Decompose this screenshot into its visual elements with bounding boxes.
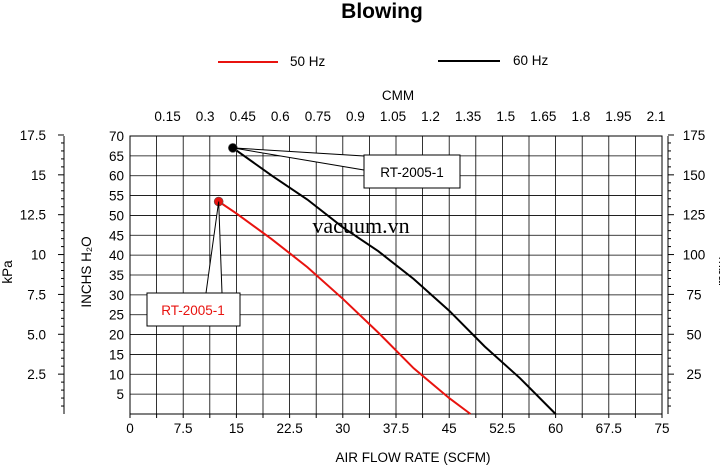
x2-tick-label: 1.65 bbox=[530, 109, 556, 124]
y-tick-label: 20 bbox=[109, 328, 124, 343]
x2-tick-label: 0.9 bbox=[346, 109, 365, 124]
kpa-tick-label: 2.5 bbox=[27, 367, 46, 382]
x-tick-label: 15 bbox=[229, 421, 244, 436]
series-line-50hz bbox=[218, 200, 472, 415]
y-tick-label: 30 bbox=[109, 288, 124, 303]
x-tick-label: 67.5 bbox=[596, 421, 622, 436]
x2-tick-label: 0.15 bbox=[154, 109, 180, 124]
y-axis-label: INCHS H₂O bbox=[79, 236, 94, 307]
x-tick-label: 30 bbox=[335, 421, 350, 436]
callout-box-50hz bbox=[146, 292, 241, 327]
mbar-tick-label: 125 bbox=[683, 208, 706, 223]
mbar-tick-label: 100 bbox=[683, 248, 706, 263]
x-tick-label: 7.5 bbox=[174, 421, 193, 436]
kpa-tick-label: 7.5 bbox=[27, 287, 46, 302]
kpa-tick-label: 5.0 bbox=[27, 327, 46, 342]
callout-label-50hz: RT-2005-1 bbox=[161, 303, 225, 318]
x2-tick-label: 0.6 bbox=[271, 109, 290, 124]
x-tick-label: 52.5 bbox=[489, 421, 515, 436]
x2-tick-label: 1.35 bbox=[455, 109, 481, 124]
y-tick-label: 65 bbox=[109, 149, 124, 164]
callout-pointer-60hz bbox=[232, 147, 365, 171]
y-tick-label: 5 bbox=[116, 387, 124, 402]
callout-label-60hz: RT-2005-1 bbox=[380, 165, 444, 180]
kpa-tick-label: 17.5 bbox=[20, 128, 46, 143]
mbar-tick-label: 25 bbox=[686, 367, 701, 382]
y-tick-label: 70 bbox=[109, 129, 124, 144]
callout-box-60hz bbox=[363, 154, 461, 189]
kpa-axis-label: kPa bbox=[0, 260, 15, 284]
x2-tick-label: 1.05 bbox=[380, 109, 406, 124]
annotations: RT-2005-1 RT-2005-1 bbox=[146, 147, 461, 327]
x-tick-label: 22.5 bbox=[276, 421, 302, 436]
x2-axis-label: CMM bbox=[382, 88, 414, 103]
legend-label-60hz: 60 Hz bbox=[513, 53, 549, 68]
x-tick-label: 45 bbox=[442, 421, 457, 436]
mbar-tick-label: 75 bbox=[686, 287, 701, 302]
mbar-axis-label: mbar bbox=[716, 257, 720, 288]
y-tick-label: 10 bbox=[109, 367, 124, 382]
y-tick-label: 50 bbox=[109, 208, 124, 223]
kpa-tick-label: 12.5 bbox=[20, 208, 46, 223]
watermark-text: vacuum.vn bbox=[312, 213, 409, 238]
x-axis-label: AIR FLOW RATE (SCFM) bbox=[336, 450, 491, 465]
x2-tick-label: 0.75 bbox=[305, 109, 331, 124]
y-tick-label: 15 bbox=[109, 347, 124, 362]
x-tick-label: 0 bbox=[126, 421, 134, 436]
x2-tick-label: 1.8 bbox=[571, 109, 590, 124]
y-tick-label: 45 bbox=[109, 228, 124, 243]
mbar-tick-label: 50 bbox=[686, 327, 701, 342]
y-tick-label: 60 bbox=[109, 169, 124, 184]
x2-tick-label: 0.3 bbox=[196, 109, 215, 124]
series-line-60hz bbox=[232, 147, 557, 415]
y-tick-label: 35 bbox=[109, 268, 124, 283]
series bbox=[213, 143, 557, 415]
x2-tick-label: 0.45 bbox=[230, 109, 256, 124]
y-tick-label: 55 bbox=[109, 189, 124, 204]
chart-title: Blowing bbox=[341, 0, 423, 23]
x2-tick-label: 1.95 bbox=[605, 109, 631, 124]
mbar-tick-label: 175 bbox=[683, 128, 706, 143]
kpa-tick-label: 15 bbox=[31, 168, 46, 183]
x-tick-label: 75 bbox=[654, 421, 669, 436]
x2-tick-label: 1.2 bbox=[421, 109, 440, 124]
mbar-tick-label: 150 bbox=[683, 168, 706, 183]
x2-tick-label: 2.1 bbox=[647, 109, 666, 124]
x-tick-label: 60 bbox=[548, 421, 563, 436]
legend-label-50hz: 50 Hz bbox=[290, 54, 326, 69]
x-tick-label: 37.5 bbox=[383, 421, 409, 436]
x2-tick-label: 1.5 bbox=[496, 109, 515, 124]
legend: 50 Hz 60 Hz bbox=[218, 53, 549, 69]
tick-labels: 0 7.5 15 22.5 30 37.5 45 52.5 60 67.5 750.15 0.3 0.4… bbox=[20, 109, 706, 436]
y-tick-label: 40 bbox=[109, 248, 124, 263]
y-tick-label: 25 bbox=[109, 308, 124, 323]
kpa-tick-label: 10 bbox=[31, 248, 46, 263]
